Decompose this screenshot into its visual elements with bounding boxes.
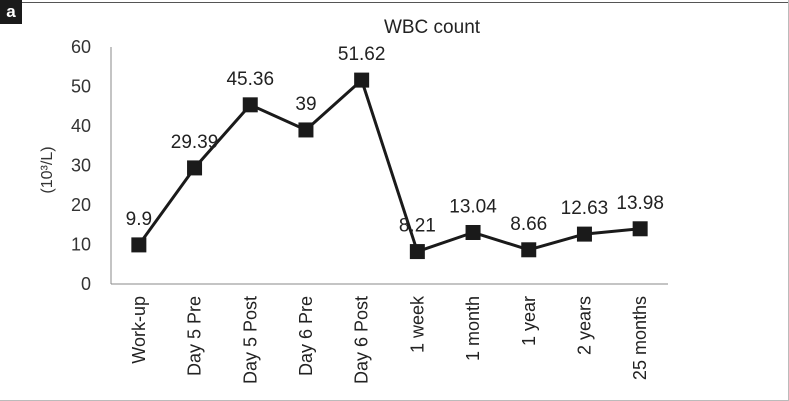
x-tick-label: 2 years <box>574 296 594 355</box>
x-tick-label: 1 month <box>463 296 483 361</box>
x-tick-label: Work-up <box>129 296 149 364</box>
data-point-marker <box>187 160 203 176</box>
series-wbc <box>131 72 648 260</box>
y-tick-label: 10 <box>71 235 91 255</box>
y-tick-label: 50 <box>71 77 91 97</box>
data-point-marker <box>632 221 648 237</box>
x-tick-label: Day 5 Pre <box>185 296 205 376</box>
data-label: 29.39 <box>171 132 219 153</box>
series-line <box>137 78 641 254</box>
y-tick-label: 0 <box>81 274 91 294</box>
x-tick-label: 25 months <box>630 296 650 380</box>
data-label: 39 <box>295 94 316 115</box>
data-label: 13.98 <box>616 193 664 214</box>
data-label: 8.66 <box>510 214 547 235</box>
x-tick-label: Day 6 Pre <box>296 296 316 376</box>
data-point-marker <box>354 72 370 88</box>
data-point-marker <box>521 242 537 258</box>
y-tick-label: 20 <box>71 195 91 215</box>
x-tick-labels: Work-up Day 5 Pre Day 5 Post Day 6 Pre Day 6… <box>129 295 650 384</box>
data-label: 45.36 <box>226 69 274 90</box>
x-tick-label: Day 6 Post <box>352 296 372 384</box>
x-tick-label: 1 year <box>519 296 539 346</box>
y-tick-label: 30 <box>71 156 91 176</box>
y-tick-label: 40 <box>71 116 91 136</box>
data-point-marker <box>242 97 258 113</box>
data-point-marker <box>131 237 147 253</box>
data-point-marker <box>465 224 481 240</box>
data-label: 9.9 <box>126 209 152 230</box>
data-point-marker <box>409 244 425 260</box>
data-point-marker <box>576 226 592 242</box>
x-tick-label: 1 week <box>407 295 427 353</box>
y-tick-label: 60 <box>71 37 91 57</box>
data-point-marker <box>298 122 314 138</box>
panel-top-rule <box>22 2 788 3</box>
data-label: 51.62 <box>338 44 386 65</box>
y-tick-labels: 0 10 20 30 40 50 60 <box>71 37 91 294</box>
data-label: 8.21 <box>399 216 436 237</box>
panel-letter: a <box>0 0 22 24</box>
data-label: 13.04 <box>449 196 497 217</box>
data-labels: 9.9 29.39 45.36 39 51.62 8.21 13.04 8.66 12.63 13… <box>126 44 664 236</box>
data-label: 12.63 <box>561 198 609 219</box>
y-axis-label: (10³/L) <box>39 146 56 193</box>
x-tick-label: Day 5 Post <box>240 296 260 384</box>
chart-title: WBC count <box>384 17 481 38</box>
